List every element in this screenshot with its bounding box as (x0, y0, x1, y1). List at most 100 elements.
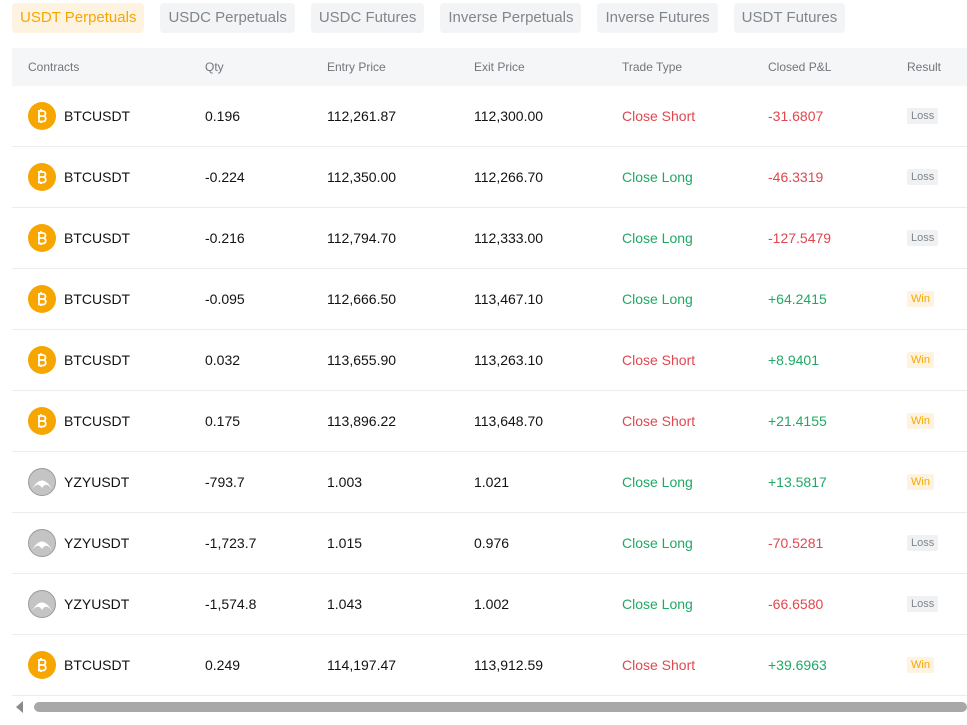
exit: 0.976 (474, 535, 510, 551)
result-badge: Loss (907, 535, 939, 551)
pnl: +8.9401 (768, 352, 819, 368)
entry: 1.043 (327, 596, 363, 612)
result-badge: Loss (907, 108, 939, 124)
qty: -0.216 (205, 230, 245, 246)
cell-result: Loss (907, 574, 939, 634)
cell-contract: BTCUSDT (28, 269, 130, 329)
tab[interactable]: USDT Futures (733, 3, 846, 33)
cell-qty: -793.7 (205, 452, 245, 512)
cell-entry: 112,261.87 (327, 86, 396, 146)
cell-contract: BTCUSDT (28, 635, 130, 695)
cell-result: Win (907, 452, 934, 512)
cell-pnl: +64.2415 (768, 269, 827, 329)
cell-entry: 1.043 (327, 574, 362, 634)
cell-qty: -0.095 (205, 269, 245, 329)
cell-pnl: -127.5479 (768, 208, 831, 268)
table-row: YZYUSDT -793.7 1.003 1.021 Close Long +13.581… (12, 452, 967, 513)
cell-result: Win (907, 269, 934, 329)
cell-qty: 0.249 (205, 635, 240, 695)
coin-icon (28, 224, 56, 252)
cell-qty: -1,574.8 (205, 574, 256, 634)
coin-icon (28, 468, 56, 496)
result-badge: Win (907, 291, 934, 307)
tab[interactable]: USDT Perpetuals (12, 3, 145, 33)
cell-entry: 1.015 (327, 513, 362, 573)
qty: -1,723.7 (205, 535, 257, 551)
table-row: BTCUSDT 0.196 112,261.87 112,300.00 Close Sh… (12, 86, 967, 147)
result-badge: Win (907, 657, 934, 673)
cell-exit: 1.021 (474, 452, 509, 512)
cell-pnl: -66.6580 (768, 574, 823, 634)
cell-contract: BTCUSDT (28, 208, 130, 268)
horizontal-scrollbar[interactable] (14, 700, 967, 714)
column-header: Trade Type (622, 60, 683, 74)
column-header: Exit Price (474, 60, 525, 74)
history-table: Contracts Qty Entry Price Exit Price Trade T… (12, 48, 967, 696)
scroll-left-arrow[interactable] (16, 701, 23, 713)
cell-entry: 114,197.47 (327, 635, 396, 695)
table-header: Contracts Qty Entry Price Exit Price Trade T… (12, 48, 967, 86)
coin-icon (28, 407, 56, 435)
result-badge: Loss (907, 169, 939, 185)
table-row: YZYUSDT -1,723.7 1.015 0.976 Close Long -70.5… (12, 513, 967, 574)
entry: 1.015 (327, 535, 363, 551)
coin-icon (28, 163, 56, 191)
cell-qty: -1,723.7 (205, 513, 256, 573)
pnl: -127.5479 (768, 230, 832, 246)
column-header: Contracts (28, 60, 80, 74)
contract-name: BTCUSDT (64, 291, 131, 307)
cell-result: Loss (907, 513, 939, 573)
coin-icon (28, 346, 56, 374)
pnl: -31.6807 (768, 108, 824, 124)
result-badge: Win (907, 474, 934, 490)
pnl: +21.4155 (768, 413, 827, 429)
type: Close Long (622, 291, 693, 307)
contract-name: BTCUSDT (64, 230, 131, 246)
type: Close Long (622, 535, 693, 551)
cell-exit: 112,333.00 (474, 208, 543, 268)
cell-result: Win (907, 330, 934, 390)
cell-exit: 112,300.00 (474, 86, 543, 146)
exit: 113,912.59 (474, 657, 544, 673)
cell-type: Close Long (622, 208, 693, 268)
cell-result: Win (907, 391, 934, 451)
coin-icon (28, 651, 56, 679)
cell-contract: YZYUSDT (28, 513, 129, 573)
column-header: Qty (205, 60, 224, 74)
cell-contract: BTCUSDT (28, 147, 130, 207)
cell-type: Close Short (622, 330, 695, 390)
cell-qty: 0.175 (205, 391, 240, 451)
type: Close Short (622, 413, 696, 429)
tab[interactable]: USDC Futures (310, 3, 425, 33)
entry: 112,261.87 (327, 108, 397, 124)
column-header: Entry Price (327, 60, 386, 74)
cell-type: Close Short (622, 635, 695, 695)
qty: 0.032 (205, 352, 241, 368)
tab[interactable]: USDC Perpetuals (160, 3, 295, 33)
contract-name: YZYUSDT (64, 596, 130, 612)
cell-contract: YZYUSDT (28, 452, 129, 512)
coin-icon (28, 590, 56, 618)
contract-name: BTCUSDT (64, 108, 131, 124)
tab[interactable]: Inverse Futures (597, 3, 718, 33)
result-badge: Win (907, 413, 934, 429)
entry: 1.003 (327, 474, 363, 490)
tab[interactable]: Inverse Perpetuals (440, 3, 582, 33)
cell-exit: 0.976 (474, 513, 509, 573)
result-badge: Win (907, 352, 934, 368)
exit: 113,648.70 (474, 413, 544, 429)
entry: 112,794.70 (327, 230, 397, 246)
pnl: +64.2415 (768, 291, 827, 307)
pnl: -46.3319 (768, 169, 824, 185)
exit: 112,266.70 (474, 169, 544, 185)
cell-exit: 113,648.70 (474, 391, 543, 451)
cell-exit: 113,467.10 (474, 269, 543, 329)
cell-contract: BTCUSDT (28, 391, 130, 451)
cell-pnl: +21.4155 (768, 391, 827, 451)
pnl: +39.6963 (768, 657, 827, 673)
scroll-thumb[interactable] (34, 702, 967, 712)
exit: 1.021 (474, 474, 510, 490)
cell-qty: -0.224 (205, 147, 245, 207)
cell-entry: 112,350.00 (327, 147, 396, 207)
